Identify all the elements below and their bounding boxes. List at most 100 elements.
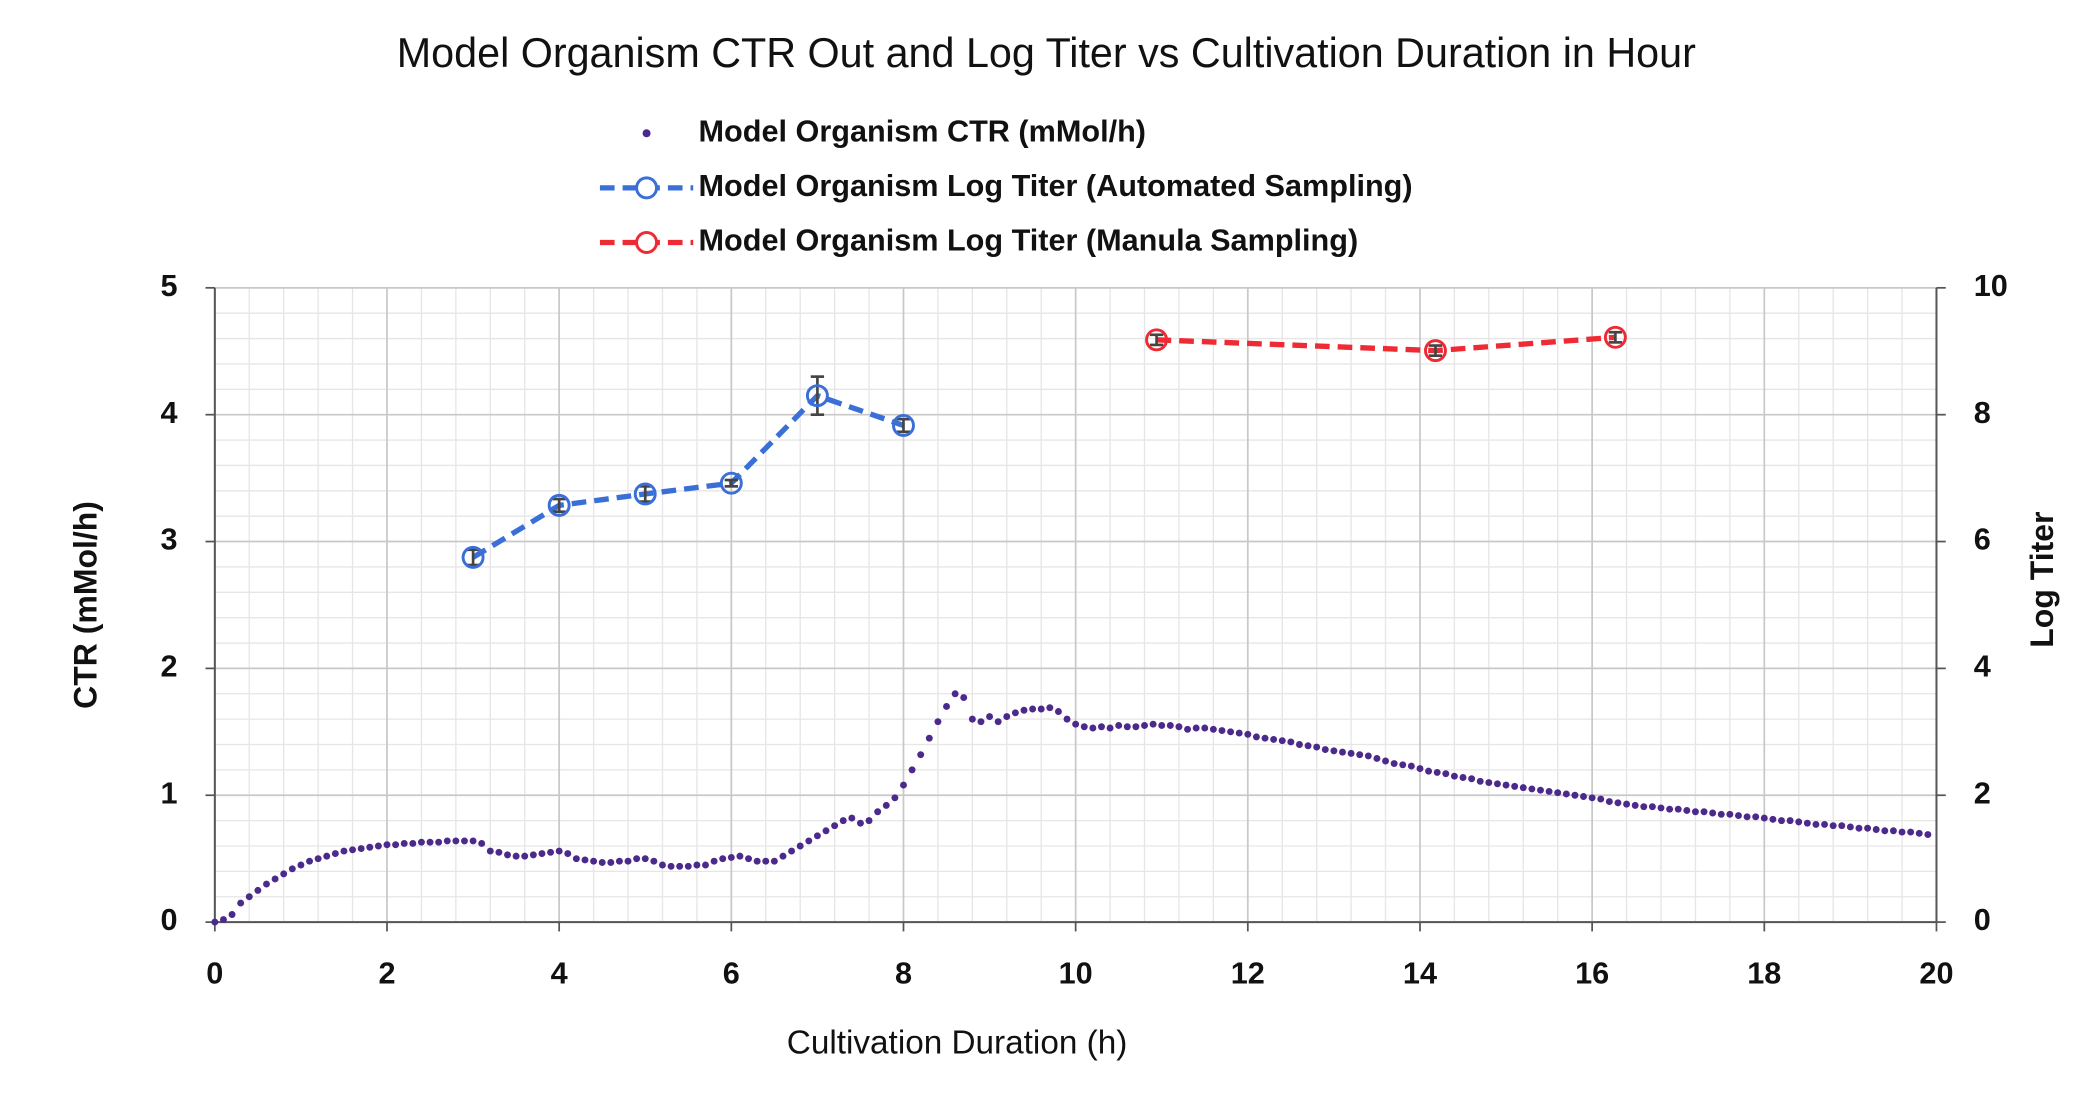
data-point: [1924, 831, 1932, 839]
data-point: [1123, 723, 1131, 731]
data-point: [426, 838, 434, 846]
x-tick-label: 20: [1919, 957, 1953, 991]
data-point: [504, 851, 511, 859]
data-point: [306, 857, 313, 865]
data-point: [1691, 808, 1699, 816]
data-point: [374, 842, 382, 850]
data-point: [1864, 824, 1872, 832]
data-point: [1425, 767, 1433, 775]
x-tick-label: 0: [206, 957, 223, 991]
data-point: [719, 855, 727, 863]
data-point: [1700, 808, 1708, 816]
data-point: [598, 859, 606, 866]
y2-tick-label: 4: [1974, 649, 1991, 683]
data-point: [762, 857, 770, 865]
data-point: [1201, 724, 1209, 732]
data-point: [943, 702, 950, 710]
data-point: [297, 861, 305, 869]
data-point: [1313, 743, 1321, 751]
data-point: [1907, 828, 1915, 836]
data-point: [443, 837, 451, 845]
data-point: [1416, 765, 1424, 773]
data-point: [383, 841, 391, 849]
data-point: [1562, 790, 1570, 798]
data-point: [1812, 820, 1820, 828]
data-point: [736, 852, 744, 860]
series: [211, 690, 1932, 926]
data-point: [512, 852, 520, 860]
data-point: [1132, 723, 1140, 731]
data-point: [1424, 339, 1447, 363]
y2-tick-label: 6: [1974, 523, 1991, 557]
data-point: [1158, 722, 1166, 729]
data-point: [1511, 782, 1519, 790]
data-point: [1821, 820, 1829, 828]
data-point: [1571, 791, 1579, 799]
data-point: [1493, 780, 1501, 788]
data-point: [968, 715, 976, 723]
y-tick-label: 1: [160, 776, 177, 810]
data-point: [469, 837, 477, 845]
data-point: [1743, 813, 1751, 821]
data-point: [1450, 772, 1458, 780]
data-point: [1648, 803, 1656, 811]
x-tick-label: 4: [551, 957, 568, 991]
data-point: [1433, 768, 1441, 776]
data-point: [417, 838, 425, 846]
data-point: [1614, 799, 1622, 807]
data-point: [590, 857, 598, 865]
data-point: [882, 801, 890, 809]
data-point: [1769, 815, 1777, 823]
data-point: [951, 690, 959, 698]
data-point: [1080, 723, 1088, 731]
data-point: [245, 893, 253, 901]
data-point: [331, 850, 339, 858]
data-point: [1889, 827, 1897, 835]
data-point: [1145, 328, 1169, 352]
data-point: [1597, 795, 1605, 803]
series-line: [471, 392, 905, 560]
data-point: [1192, 724, 1200, 732]
data-point: [1752, 813, 1760, 821]
data-point: [1270, 735, 1278, 743]
data-point: [1476, 777, 1484, 785]
data-point: [607, 859, 615, 866]
data-point: [555, 847, 563, 855]
data-point: [1209, 725, 1217, 733]
legend-marker: [635, 231, 659, 254]
legend-marker: [642, 129, 651, 138]
x-axis-label: Cultivation Duration (h): [787, 1024, 1128, 1061]
y-tick-label: 3: [160, 523, 177, 557]
data-point: [1468, 775, 1476, 783]
data-point: [1442, 770, 1450, 778]
data-point: [288, 865, 296, 873]
data-point: [280, 870, 288, 878]
data-point: [1605, 798, 1613, 806]
data-point: [900, 781, 907, 789]
data-point: [1683, 807, 1691, 814]
data-point: [856, 819, 864, 827]
data-point: [1778, 817, 1785, 825]
data-point: [1855, 824, 1863, 832]
data-point: [1786, 817, 1794, 825]
data-point: [314, 855, 322, 863]
data-point: [1459, 774, 1467, 781]
data-point: [1760, 814, 1768, 822]
data-point: [934, 718, 942, 726]
data-point: [400, 839, 408, 847]
error-bar: [810, 375, 825, 417]
y2-tick-label: 10: [1974, 269, 2008, 303]
data-point: [271, 875, 279, 883]
data-point: [1846, 823, 1854, 831]
data-point: [1089, 724, 1097, 732]
data-point: [1603, 325, 1627, 349]
data-point: [839, 817, 847, 825]
data-point: [1347, 749, 1355, 757]
data-point: [1235, 729, 1243, 737]
data-point: [1321, 746, 1329, 754]
data-point: [1356, 751, 1364, 759]
data-point: [323, 852, 331, 860]
data-point: [805, 837, 813, 845]
data-point: [366, 843, 374, 851]
